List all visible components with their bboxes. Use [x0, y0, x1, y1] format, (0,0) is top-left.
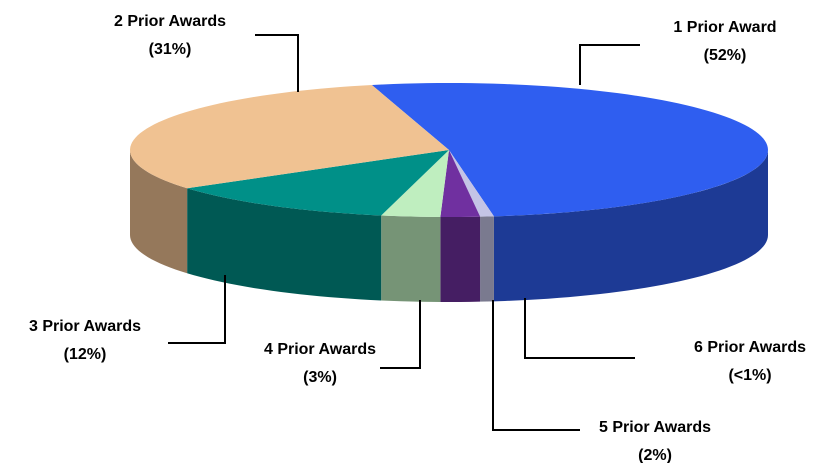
slice-value-label: (<1%) [728, 367, 771, 384]
leader-line [492, 300, 580, 431]
slice-side [480, 216, 494, 302]
slice-label: 1 Prior Award [673, 19, 776, 36]
leader-line [524, 298, 635, 359]
slice [440, 150, 481, 217]
slice-label: 5 Prior Awards [599, 419, 711, 436]
slice [187, 150, 449, 216]
slice-side [381, 215, 441, 302]
leader-line [168, 275, 226, 344]
slice [130, 84, 449, 189]
slice-side [187, 188, 382, 301]
slice [371, 83, 768, 217]
slice-label: 6 Prior Awards [694, 339, 806, 356]
slice-side [130, 150, 188, 274]
slice [381, 150, 449, 217]
slice-value-label: (3%) [303, 369, 337, 386]
slice-label: 3 Prior Awards [29, 318, 141, 335]
slice-label: 2 Prior Awards [114, 13, 226, 30]
slice-side [493, 150, 768, 302]
slice-value-label: (12%) [64, 346, 107, 363]
slice-value-label: (31%) [149, 41, 192, 58]
slice [449, 150, 494, 217]
leader-line [255, 34, 299, 92]
leader-line [579, 44, 640, 85]
slice-value-label: (2%) [638, 447, 672, 463]
leader-line [380, 300, 421, 369]
slice-side [440, 216, 481, 302]
slice-label: 4 Prior Awards [264, 341, 376, 358]
slice-value-label: (52%) [704, 47, 747, 64]
